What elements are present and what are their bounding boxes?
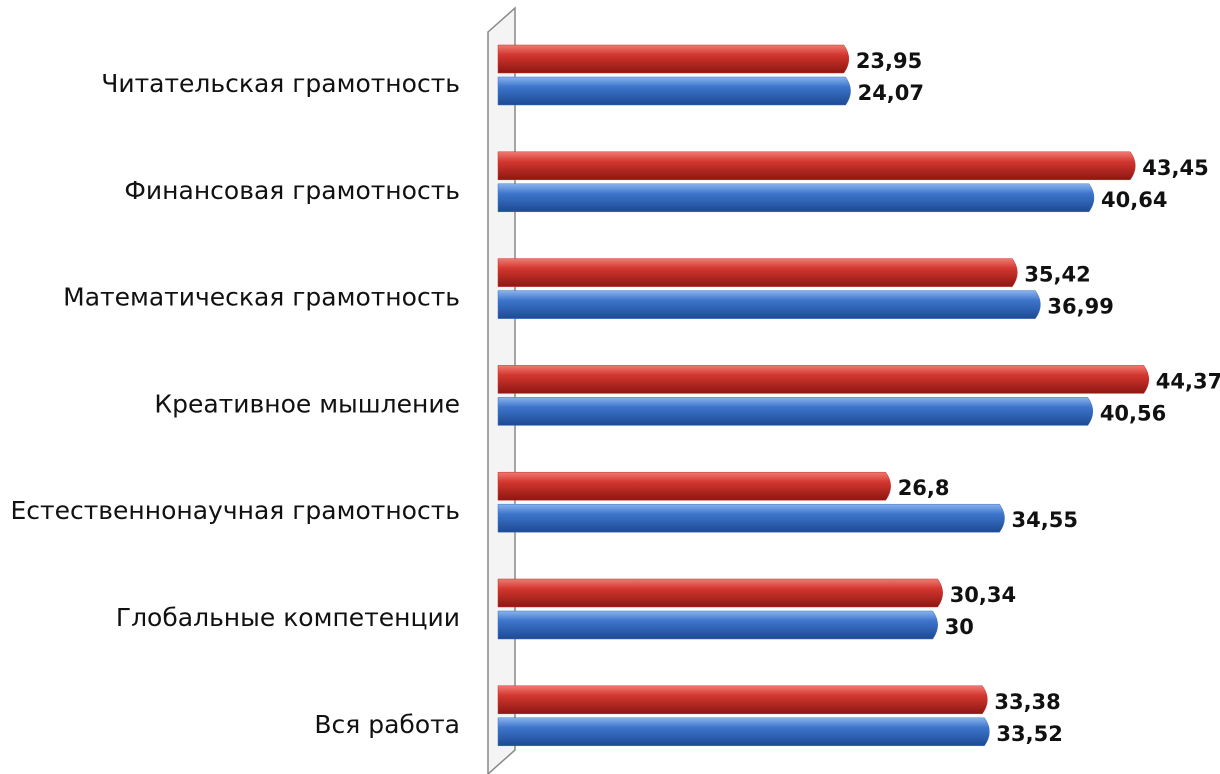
value-label: 40,64 <box>1101 188 1167 212</box>
value-label: 43,45 <box>1142 156 1208 180</box>
bar <box>497 578 943 608</box>
value-label: 40,56 <box>1100 401 1166 425</box>
value-label: 44,37 <box>1156 369 1220 393</box>
category-label: Математическая грамотность <box>63 283 460 312</box>
value-label: 34,55 <box>1012 508 1078 532</box>
category-label: Креативное мышление <box>154 389 460 418</box>
bar <box>497 503 1005 533</box>
category-label: Читательская грамотность <box>101 69 460 98</box>
bar <box>497 151 1136 181</box>
bar <box>497 610 938 640</box>
value-label: 24,07 <box>858 81 924 105</box>
value-label: 23,95 <box>856 49 922 73</box>
bar <box>497 183 1095 213</box>
bar <box>497 397 1094 426</box>
bar <box>497 258 1018 287</box>
value-label: 30 <box>945 615 974 639</box>
bar <box>497 685 988 715</box>
bar <box>497 44 850 74</box>
value-label: 33,52 <box>996 722 1062 746</box>
value-label: 36,99 <box>1047 295 1113 319</box>
value-label: 35,42 <box>1024 263 1090 287</box>
category-label: Глобальные компетенции <box>116 603 460 632</box>
bar <box>497 365 1150 394</box>
bar <box>497 290 1041 319</box>
category-label: Естественнонаучная грамотность <box>11 496 461 525</box>
bar <box>497 717 990 747</box>
bar <box>497 76 851 106</box>
value-label: 30,34 <box>950 583 1016 607</box>
value-label: 33,38 <box>994 690 1060 714</box>
bar <box>497 471 891 501</box>
category-label: Вся работа <box>314 710 460 739</box>
value-label: 26,8 <box>898 476 950 500</box>
category-label: Финансовая грамотность <box>124 176 460 205</box>
